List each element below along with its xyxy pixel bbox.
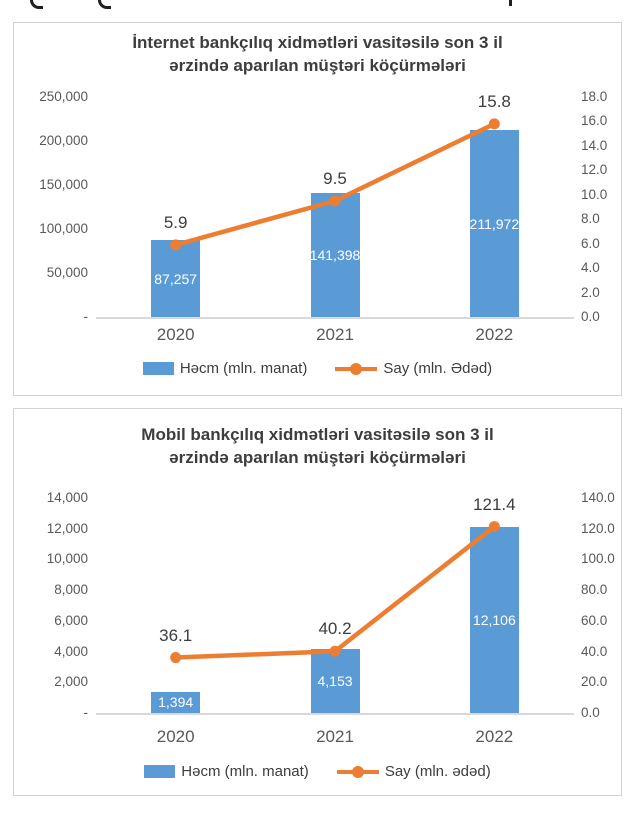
x-axis-label-2021: 2021: [316, 727, 354, 746]
y-axis-right-tick-label: 14.0: [581, 137, 608, 153]
legend-item-bar-series: Həcm (mln. manat): [144, 763, 309, 780]
legend-label-bar-series: Həcm (mln. manat): [179, 360, 308, 377]
cropped-text-fragment: [30, 0, 43, 9]
chart-title-line-1: Mobil bankçılıq xidmətləri vasitəsilə so…: [141, 425, 494, 444]
y-axis-left-tick-label: 100,000: [39, 221, 88, 236]
line-point-label: 121.4: [473, 494, 516, 514]
y-axis-right-tick-label: 8.0: [581, 211, 600, 227]
y-axis-right-tick-label: 16.0: [581, 113, 608, 129]
line-series-swatch-icon: [336, 765, 379, 778]
chart-title-line-2: ərzində aparılan müştəri köçürmələri: [169, 448, 466, 467]
y-axis-left-tick-label: -: [83, 705, 89, 720]
legend-item-line-series: Say (mln. Ədəd): [335, 360, 492, 377]
y-axis-left-tick-label: 200,000: [39, 133, 88, 148]
x-axis-label-2020: 2020: [156, 727, 195, 746]
bar-value-label: 211,972: [469, 215, 520, 232]
y-axis-right-tick-label: 0.0: [581, 705, 600, 720]
line-point-label: 5.9: [163, 212, 188, 232]
chart-title-line-2: ərzində aparılan müştəri köçürmələri: [169, 56, 466, 75]
legend-item-bar-series: Həcm (mln. manat): [142, 360, 308, 377]
y-axis-left-tick-label: 4,000: [54, 643, 88, 659]
y-axis-right-tick-label: 10.0: [581, 186, 608, 202]
legend: Həcm (mln. manat) Say (mln. Ədəd): [14, 360, 621, 377]
y-axis-left-tick-label: 150,000: [39, 177, 88, 192]
y-axis-left-tick-label: 8,000: [54, 582, 88, 598]
legend: Həcm (mln. manat) Say (mln. ədəd): [14, 763, 621, 780]
bar-2021: [310, 649, 360, 713]
y-axis-left-tick-label: 10,000: [46, 551, 88, 567]
bar-value-label: 1,394: [158, 694, 194, 711]
y-axis-left-tick-label: 2,000: [54, 674, 88, 690]
cropped-text-fragment: [98, 0, 111, 9]
x-axis-line: [96, 713, 574, 715]
y-axis-right-tick-label: 120.0: [581, 520, 615, 536]
bar-value-label: 87,257: [154, 270, 198, 287]
y-axis-right-tick-label: 20.0: [581, 674, 608, 690]
y-axis-right-tick-label: 18.0: [581, 89, 608, 104]
bar-series-swatch-icon: [142, 362, 174, 375]
x-axis-label-2022: 2022: [475, 727, 514, 746]
y-axis-right-tick-label: 140.0: [581, 490, 615, 505]
cropped-text-fragment: [509, 0, 512, 6]
line-series-swatch-icon: [335, 362, 378, 375]
bar-value-label: 12,106: [472, 612, 516, 629]
x-axis-label-2022: 2022: [475, 325, 514, 344]
line-point-label: 15.8: [477, 91, 511, 111]
bar-value-label: 4,153: [317, 673, 353, 690]
y-axis-right-tick-label: 100.0: [581, 551, 615, 567]
chart-title: İnternet bankçılıq xidmətləri vasitəsilə…: [14, 31, 621, 77]
legend-label-line-series: Say (mln. Ədəd): [383, 360, 493, 377]
y-axis-right-tick-label: 4.0: [581, 260, 600, 276]
y-axis-left-tick-label: -: [83, 309, 89, 324]
y-axis-right-tick-label: 6.0: [581, 235, 600, 251]
line-swatch-marker-dot: [351, 765, 364, 778]
y-axis-right-tick-label: 40.0: [581, 643, 608, 659]
bar-value-label: 141,398: [309, 246, 361, 263]
y-axis-right-tick-label: 2.0: [581, 284, 600, 300]
line-point-label: 40.2: [318, 619, 352, 639]
line-point-label: 9.5: [323, 168, 347, 188]
legend-label-bar-series: Həcm (mln. manat): [181, 763, 309, 780]
mobile-banking-chart-card: Mobil bankçılıq xidmətləri vasitəsilə so…: [13, 408, 622, 796]
y-axis-left-tick-label: 250,000: [39, 89, 88, 104]
bar-series-swatch-icon: [144, 765, 176, 778]
x-axis-label-2020: 2020: [156, 325, 195, 344]
y-axis-left-tick-label: 6,000: [54, 612, 88, 628]
chart-title-line-1: İnternet bankçılıq xidmətləri vasitəsilə…: [132, 33, 503, 52]
y-axis-right-tick-label: 60.0: [581, 612, 608, 628]
y-axis-left-tick-label: 50,000: [46, 265, 88, 280]
line-point-marker: [488, 118, 500, 130]
bar-2020: [151, 691, 201, 713]
x-axis-line: [96, 317, 574, 319]
x-axis-label-2021: 2021: [316, 325, 354, 344]
y-axis-left-tick-label: 12,000: [46, 520, 88, 536]
chart-title: Mobil bankçılıq xidmətləri vasitəsilə so…: [14, 423, 621, 469]
internet-banking-chart-card: İnternet bankçılıq xidmətləri vasitəsilə…: [13, 22, 622, 396]
y-axis-right-tick-label: 0.0: [581, 309, 600, 324]
y-axis-right-tick-label: 80.0: [581, 582, 608, 598]
y-axis-left-tick-label: 14,000: [46, 490, 88, 505]
legend-label-line-series: Say (mln. ədəd): [384, 763, 491, 780]
bar-2020: [151, 240, 201, 317]
legend-item-line-series: Say (mln. ədəd): [336, 763, 491, 780]
y-axis-right-tick-label: 12.0: [581, 162, 608, 178]
line-point-label: 36.1: [159, 625, 193, 645]
line-swatch-marker-dot: [350, 362, 363, 375]
line-point-marker: [170, 652, 182, 664]
